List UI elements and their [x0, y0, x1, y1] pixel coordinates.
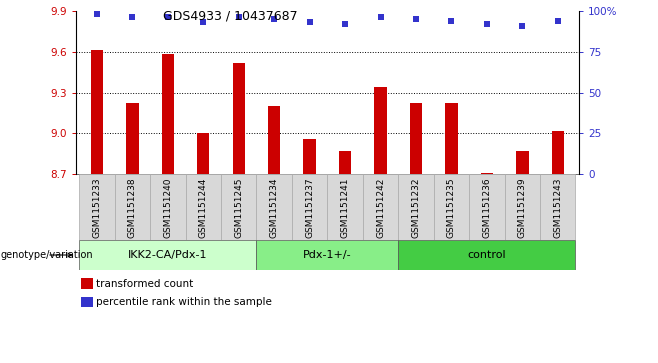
Bar — [410, 103, 422, 174]
Text: transformed count: transformed count — [96, 278, 193, 289]
Text: GSM1151243: GSM1151243 — [553, 178, 563, 238]
Bar — [81, 278, 93, 289]
Text: GSM1151234: GSM1151234 — [270, 178, 279, 238]
FancyBboxPatch shape — [292, 174, 327, 240]
Point — [517, 23, 528, 29]
Point — [553, 18, 563, 24]
Point — [305, 19, 315, 25]
Point — [446, 18, 457, 24]
Bar — [339, 151, 351, 174]
Text: GSM1151240: GSM1151240 — [163, 178, 172, 238]
Point — [163, 15, 173, 20]
Bar — [445, 103, 457, 174]
Point — [340, 21, 350, 27]
FancyBboxPatch shape — [79, 174, 114, 240]
FancyBboxPatch shape — [327, 174, 363, 240]
FancyBboxPatch shape — [114, 174, 150, 240]
Point — [482, 21, 492, 27]
Text: GSM1151232: GSM1151232 — [411, 178, 420, 238]
Text: GDS4933 / 10437687: GDS4933 / 10437687 — [163, 9, 297, 22]
Bar — [81, 297, 93, 307]
Point — [375, 15, 386, 20]
Bar — [126, 103, 139, 174]
FancyBboxPatch shape — [257, 174, 292, 240]
Bar — [303, 139, 316, 174]
Text: GSM1151238: GSM1151238 — [128, 178, 137, 238]
Text: control: control — [468, 250, 506, 260]
FancyBboxPatch shape — [363, 174, 398, 240]
Text: GSM1151241: GSM1151241 — [341, 178, 349, 238]
Text: percentile rank within the sample: percentile rank within the sample — [96, 297, 272, 307]
FancyBboxPatch shape — [79, 240, 257, 270]
Text: Pdx-1+/-: Pdx-1+/- — [303, 250, 351, 260]
Point — [411, 16, 421, 22]
Text: GSM1151236: GSM1151236 — [482, 178, 492, 238]
Text: GSM1151235: GSM1151235 — [447, 178, 456, 238]
Bar — [232, 62, 245, 174]
Point — [234, 15, 244, 20]
FancyBboxPatch shape — [540, 174, 576, 240]
FancyBboxPatch shape — [398, 174, 434, 240]
FancyBboxPatch shape — [434, 174, 469, 240]
Bar — [516, 151, 528, 174]
Bar — [481, 173, 493, 174]
Bar — [91, 50, 103, 174]
FancyBboxPatch shape — [221, 174, 257, 240]
Text: IKK2-CA/Pdx-1: IKK2-CA/Pdx-1 — [128, 250, 207, 260]
Bar — [374, 87, 387, 174]
FancyBboxPatch shape — [257, 240, 398, 270]
Bar — [551, 131, 564, 174]
Point — [91, 11, 102, 17]
FancyBboxPatch shape — [150, 174, 186, 240]
FancyBboxPatch shape — [469, 174, 505, 240]
Bar — [268, 106, 280, 174]
Point — [127, 15, 138, 20]
Text: GSM1151244: GSM1151244 — [199, 178, 208, 238]
FancyBboxPatch shape — [186, 174, 221, 240]
Text: GSM1151245: GSM1151245 — [234, 178, 243, 238]
FancyBboxPatch shape — [505, 174, 540, 240]
Bar — [197, 133, 209, 174]
Text: GSM1151239: GSM1151239 — [518, 178, 527, 238]
Point — [198, 19, 209, 25]
Bar — [162, 54, 174, 174]
Point — [269, 16, 280, 22]
FancyBboxPatch shape — [398, 240, 576, 270]
Text: GSM1151233: GSM1151233 — [92, 178, 101, 238]
Text: genotype/variation: genotype/variation — [1, 250, 93, 260]
Text: GSM1151242: GSM1151242 — [376, 178, 385, 238]
Text: GSM1151237: GSM1151237 — [305, 178, 314, 238]
